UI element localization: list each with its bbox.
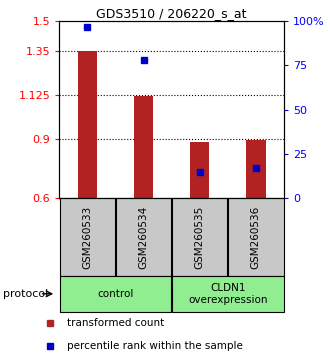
Text: CLDN1
overexpression: CLDN1 overexpression [188, 283, 267, 305]
Bar [60, 276, 171, 312]
Bar [60, 198, 115, 276]
Text: control: control [97, 289, 134, 299]
Bar [134, 96, 153, 198]
Text: protocol: protocol [3, 289, 49, 299]
Title: GDS3510 / 206220_s_at: GDS3510 / 206220_s_at [96, 7, 247, 20]
Text: GSM260535: GSM260535 [195, 206, 205, 269]
Bar [190, 142, 210, 198]
Bar [78, 51, 97, 198]
Text: GSM260536: GSM260536 [251, 206, 261, 269]
Bar [172, 198, 227, 276]
Text: percentile rank within the sample: percentile rank within the sample [67, 341, 243, 350]
Bar [246, 140, 266, 198]
Bar [172, 276, 283, 312]
Text: GSM260533: GSM260533 [82, 206, 92, 269]
Text: transformed count: transformed count [67, 318, 164, 329]
Bar [228, 198, 283, 276]
Bar [116, 198, 171, 276]
Text: GSM260534: GSM260534 [139, 206, 148, 269]
